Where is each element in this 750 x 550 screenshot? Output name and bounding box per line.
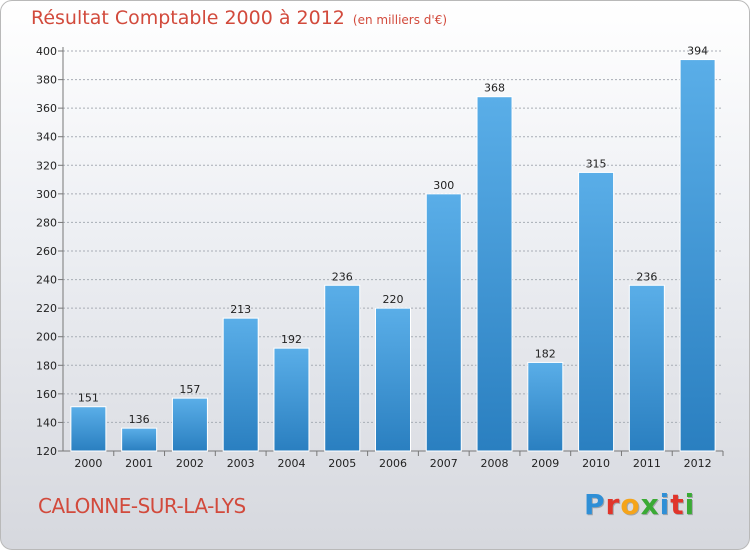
data-label: 182 <box>535 347 556 360</box>
bar <box>324 284 361 452</box>
y-tick-label: 280 <box>36 216 57 229</box>
brand-letter: x <box>640 488 660 521</box>
brand-letter: i <box>684 488 696 521</box>
data-label: 157 <box>179 383 200 396</box>
x-tick-label: 2001 <box>125 457 153 470</box>
brand-letter: i <box>659 488 671 521</box>
bar <box>222 317 259 452</box>
data-label: 220 <box>383 293 404 306</box>
data-label: 236 <box>332 270 353 283</box>
data-label: 394 <box>687 45 708 58</box>
y-tick-label: 200 <box>36 331 57 344</box>
x-tick-label: 2004 <box>277 457 305 470</box>
x-tick-label: 2006 <box>379 457 407 470</box>
data-label: 315 <box>586 157 607 170</box>
title-block: Résultat Comptable 2000 à 2012 (en millie… <box>31 7 447 29</box>
x-tick-label: 2005 <box>328 457 356 470</box>
y-tick-label: 340 <box>36 131 57 144</box>
y-tick-label: 120 <box>36 445 57 458</box>
y-tick-label: 260 <box>36 245 57 258</box>
x-tick-label: 2010 <box>582 457 610 470</box>
brand-letter: t <box>670 488 685 521</box>
chart-title: Résultat Comptable 2000 à 2012 <box>31 7 345 29</box>
y-tick-label: 180 <box>36 359 57 372</box>
y-tick-label: 400 <box>36 45 57 58</box>
y-tick-label: 160 <box>36 388 57 401</box>
bar <box>679 59 716 452</box>
y-tick-label: 240 <box>36 274 57 287</box>
brand-letter: o <box>620 488 641 521</box>
y-tick-label: 300 <box>36 188 57 201</box>
data-label: 136 <box>129 413 150 426</box>
x-tick-label: 2008 <box>481 457 509 470</box>
brand-letter: r <box>605 488 621 521</box>
bar <box>527 361 564 452</box>
bar <box>628 284 665 452</box>
bar <box>578 171 615 452</box>
x-tick-label: 2012 <box>684 457 712 470</box>
bar <box>273 347 310 452</box>
data-label: 151 <box>78 392 99 405</box>
city-name: CALONNE-SUR-LA-LYS <box>38 494 246 518</box>
bar <box>476 96 513 452</box>
y-tick-label: 140 <box>36 416 57 429</box>
x-tick-label: 2003 <box>227 457 255 470</box>
bar <box>425 193 462 452</box>
data-label: 300 <box>433 179 454 192</box>
y-tick-label: 320 <box>36 159 57 172</box>
brand-logo: Proxiti <box>584 488 695 521</box>
bar <box>121 427 158 452</box>
data-label: 192 <box>281 333 302 346</box>
x-tick-label: 2000 <box>74 457 102 470</box>
brand-letter: P <box>584 488 606 521</box>
data-label: 213 <box>230 303 251 316</box>
x-tick-label: 2002 <box>176 457 204 470</box>
bar <box>70 406 107 452</box>
x-tick-label: 2007 <box>430 457 458 470</box>
y-tick-label: 220 <box>36 302 57 315</box>
data-label: 368 <box>484 82 505 95</box>
bar <box>375 307 411 452</box>
bar <box>171 397 208 452</box>
x-tick-label: 2011 <box>633 457 661 470</box>
chart-subtitle: (en milliers d'€) <box>352 13 448 27</box>
x-tick-label: 2009 <box>531 457 559 470</box>
y-tick-label: 360 <box>36 102 57 115</box>
y-tick-label: 380 <box>36 74 57 87</box>
data-label: 236 <box>636 270 657 283</box>
